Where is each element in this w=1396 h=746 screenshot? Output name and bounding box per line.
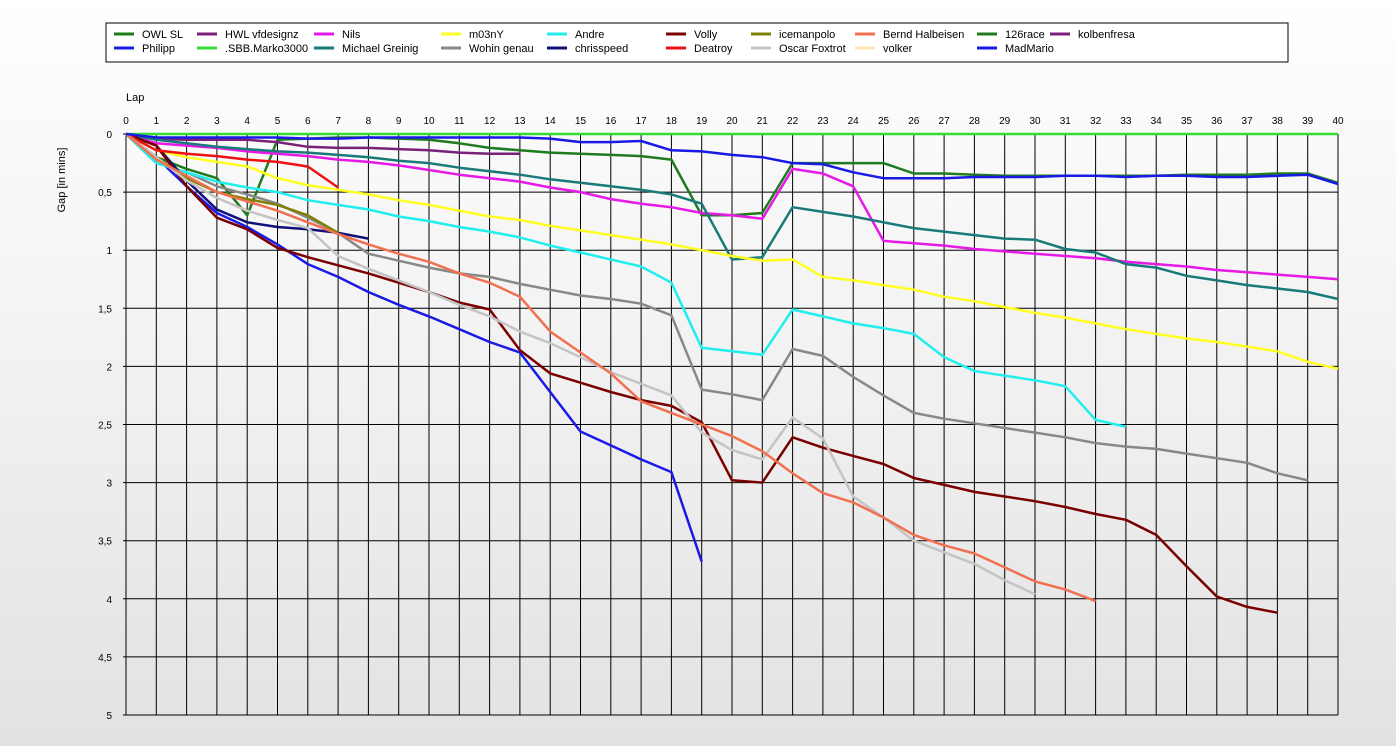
y-tick-label: 4	[106, 595, 112, 606]
series-line-nils	[125, 132, 1339, 281]
legend-entry-label: chrisspeed	[575, 43, 628, 55]
x-tick-label: 2	[184, 116, 190, 127]
x-tick-label: 9	[396, 116, 402, 127]
y-tick-label: 3,5	[98, 537, 112, 548]
x-tick-label: 32	[1090, 116, 1102, 127]
x-tick-label: 5	[275, 116, 281, 127]
x-tick-label: 35	[1181, 116, 1193, 127]
x-tick-label: 8	[366, 116, 372, 127]
y-tick-label: 4,5	[98, 653, 112, 664]
y-tick-label: 2,5	[98, 421, 112, 432]
chart-legend: OWL SL Philipp HWL vfdesignz .SBB.Marko3000…	[105, 22, 1289, 63]
legend-entry-label: kolbenfresa	[1078, 29, 1136, 41]
x-tick-label: 24	[848, 116, 860, 127]
x-tick-label: 6	[305, 116, 311, 127]
legend-entry-label: .SBB.Marko3000	[225, 43, 308, 55]
x-tick-label: 20	[726, 116, 738, 127]
series-line-madmario	[125, 132, 1339, 186]
x-tick-label: 15	[575, 116, 587, 127]
x-tick-label: 16	[605, 116, 617, 127]
x-tick-label: 30	[1029, 116, 1041, 127]
x-tick-label: 25	[878, 116, 890, 127]
legend-entry-label: Wohin genau	[469, 43, 534, 55]
legend-entry-label: Bernd Halbeisen	[883, 29, 964, 41]
y-tick-label: 3	[106, 479, 112, 490]
series-line-deatroy	[125, 132, 339, 189]
legend-box	[105, 22, 1289, 63]
legend-entry-label: 126race	[1005, 29, 1045, 41]
series-line-volly	[125, 132, 1278, 614]
y-tick-label: 0	[106, 130, 112, 141]
x-tick-label: 21	[757, 116, 769, 127]
x-tick-label: 33	[1120, 116, 1132, 127]
x-tick-label: 3	[214, 116, 220, 127]
x-tick-label: 22	[787, 116, 799, 127]
legend-entry-label: Michael Greinig	[342, 43, 418, 55]
y-tick-label: 2	[106, 362, 112, 373]
x-tick-label: 26	[908, 116, 920, 127]
x-tick-label: 36	[1211, 116, 1223, 127]
legend-entry-label: Philipp	[142, 43, 175, 55]
legend-entry-label: MadMario	[1005, 43, 1054, 55]
x-tick-label: 0	[123, 116, 129, 127]
legend-entry-label: OWL SL	[142, 29, 183, 41]
x-tick-label: 28	[969, 116, 981, 127]
x-tick-label: 12	[484, 116, 496, 127]
x-tick-label: 13	[514, 116, 526, 127]
y-tick-label: 5	[106, 711, 112, 722]
legend-entry-label: Nils	[342, 29, 361, 41]
legend-entry-label: volker	[883, 43, 913, 55]
x-tick-label: 39	[1302, 116, 1314, 127]
series-line-bernd-halbeisen	[125, 133, 1097, 603]
chart-series	[125, 132, 1339, 614]
legend-entry-label: icemanpolo	[779, 29, 835, 41]
series-line-wohin-genau	[125, 133, 1308, 482]
x-axis-title: Lap	[126, 92, 144, 104]
x-tick-label: 1	[154, 116, 160, 127]
legend-entry-label: Volly	[694, 29, 718, 41]
y-tick-label: 0,5	[98, 188, 112, 199]
x-tick-label: 10	[423, 116, 435, 127]
series-line-hwl-vfdesignz	[125, 132, 520, 156]
legend-entry-label: Andre	[575, 29, 604, 41]
series-line-philipp	[125, 133, 703, 563]
x-tick-label: 18	[666, 116, 678, 127]
legend-entry-label: HWL vfdesignz	[225, 29, 299, 41]
x-tick-label: 31	[1060, 116, 1072, 127]
x-tick-label: 4	[244, 116, 250, 127]
x-tick-label: 7	[335, 116, 341, 127]
series-line-andre	[125, 133, 1127, 429]
x-tick-label: 27	[939, 116, 951, 127]
x-tick-label: 11	[454, 116, 465, 127]
x-tick-label: 37	[1242, 116, 1254, 127]
y-tick-label: 1	[106, 246, 112, 257]
legend-entry-label: Oscar Foxtrot	[779, 43, 846, 55]
x-tick-label: 34	[1151, 116, 1163, 127]
x-tick-label: 38	[1272, 116, 1284, 127]
x-tick-label: 14	[545, 116, 557, 127]
series-line-michael-greinig	[125, 132, 1339, 301]
y-tick-label: 1,5	[98, 304, 112, 315]
chart-axes: Lap Gap [in mins] 0 1 2 3 4 5 6 7 8 9 10 11 12 13 14 15…	[56, 92, 1344, 722]
y-axis-title: Gap [in mins]	[56, 148, 68, 213]
legend-entry-label: Deatroy	[694, 43, 733, 55]
x-tick-label: 23	[817, 116, 829, 127]
x-tick-label: 17	[636, 116, 648, 127]
series-line-m03ny	[125, 132, 1339, 370]
legend-entry-label: m03nY	[469, 29, 505, 41]
x-tick-label: 29	[999, 116, 1011, 127]
x-tick-label: 19	[696, 116, 708, 127]
x-tick-label: 40	[1332, 116, 1344, 127]
